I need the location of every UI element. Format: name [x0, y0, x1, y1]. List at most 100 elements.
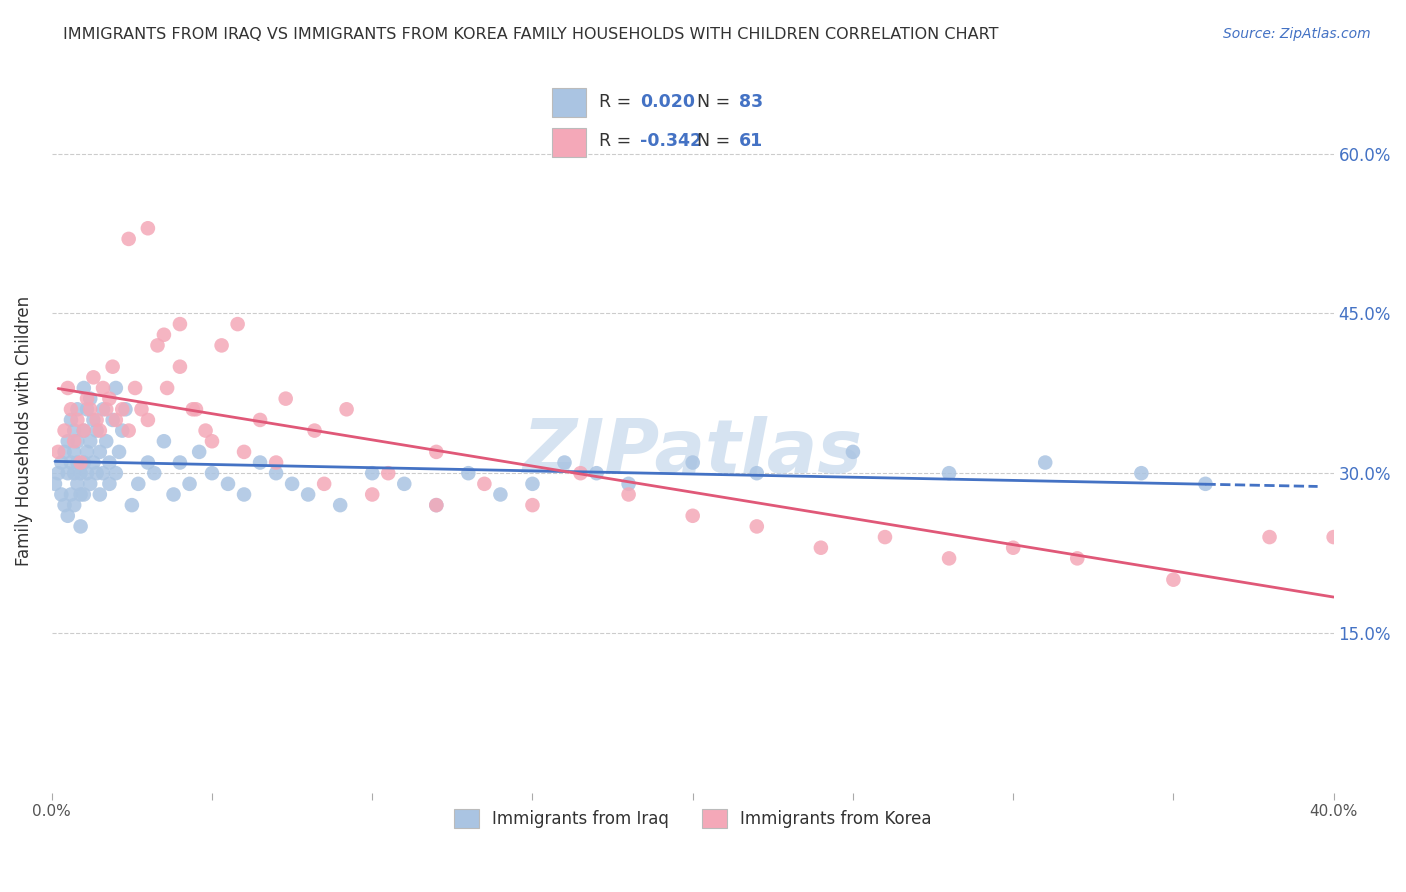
Point	[96, 434, 118, 449]
Point	[114, 402, 136, 417]
Point	[98, 476, 121, 491]
Point	[336, 402, 359, 417]
Point	[79, 402, 101, 417]
Point	[69, 466, 91, 480]
Point	[104, 381, 127, 395]
Point	[522, 498, 544, 512]
Point	[53, 445, 76, 459]
Text: N =: N =	[697, 93, 737, 111]
Point	[91, 381, 114, 395]
Y-axis label: Family Households with Children: Family Households with Children	[15, 295, 32, 566]
Point	[264, 456, 287, 470]
Point	[617, 487, 640, 501]
Point	[1163, 573, 1185, 587]
Point	[569, 466, 592, 480]
Point	[745, 519, 768, 533]
Point	[281, 476, 304, 491]
Point	[51, 456, 73, 470]
Point	[111, 424, 134, 438]
Point	[101, 359, 124, 374]
Point	[377, 466, 399, 480]
Point	[53, 498, 76, 512]
Point	[264, 466, 287, 480]
Point	[73, 487, 96, 501]
Point	[56, 508, 79, 523]
Point	[617, 476, 640, 491]
Point	[66, 476, 89, 491]
Point	[66, 413, 89, 427]
Point	[69, 487, 91, 501]
Point	[201, 466, 224, 480]
Point	[274, 392, 297, 406]
Text: R =: R =	[599, 132, 637, 150]
Point	[66, 456, 89, 470]
Point	[553, 456, 575, 470]
Point	[842, 445, 865, 459]
Point	[153, 434, 176, 449]
Point	[169, 359, 191, 374]
Point	[59, 487, 82, 501]
Point	[156, 381, 179, 395]
Point	[233, 487, 256, 501]
Point	[76, 445, 98, 459]
Text: 0.020: 0.020	[640, 93, 695, 111]
Point	[249, 456, 271, 470]
Point	[169, 317, 191, 331]
Point	[89, 424, 111, 438]
Point	[184, 402, 207, 417]
Point	[304, 424, 326, 438]
Point	[1130, 466, 1153, 480]
Point	[86, 413, 108, 427]
Text: -0.342: -0.342	[640, 132, 702, 150]
Point	[1033, 456, 1056, 470]
Point	[522, 476, 544, 491]
Point	[169, 456, 191, 470]
Point	[76, 466, 98, 480]
Point	[108, 445, 131, 459]
Point	[79, 392, 101, 406]
Point	[201, 434, 224, 449]
Point	[46, 466, 69, 480]
Point	[194, 424, 217, 438]
Point	[121, 498, 143, 512]
Point	[938, 551, 960, 566]
Point	[226, 317, 249, 331]
Point	[82, 413, 104, 427]
Point	[425, 445, 447, 459]
Point	[361, 466, 384, 480]
Point	[96, 402, 118, 417]
Point	[89, 445, 111, 459]
Point	[745, 466, 768, 480]
Point	[44, 476, 66, 491]
Text: Source: ZipAtlas.com: Source: ZipAtlas.com	[1223, 27, 1371, 41]
Point	[89, 487, 111, 501]
Point	[86, 466, 108, 480]
Point	[297, 487, 319, 501]
Point	[56, 434, 79, 449]
Point	[82, 456, 104, 470]
Point	[63, 434, 86, 449]
Point	[1066, 551, 1088, 566]
Point	[98, 456, 121, 470]
Point	[51, 487, 73, 501]
Point	[118, 232, 141, 246]
Point	[56, 466, 79, 480]
Point	[124, 381, 146, 395]
Point	[938, 466, 960, 480]
Point	[873, 530, 896, 544]
Text: IMMIGRANTS FROM IRAQ VS IMMIGRANTS FROM KOREA FAMILY HOUSEHOLDS WITH CHILDREN CO: IMMIGRANTS FROM IRAQ VS IMMIGRANTS FROM …	[63, 27, 998, 42]
Point	[314, 476, 336, 491]
Point	[66, 434, 89, 449]
FancyBboxPatch shape	[551, 128, 585, 157]
Text: 83: 83	[740, 93, 763, 111]
Point	[66, 402, 89, 417]
Point	[425, 498, 447, 512]
Point	[1002, 541, 1025, 555]
Point	[1258, 530, 1281, 544]
Legend: Immigrants from Iraq, Immigrants from Korea: Immigrants from Iraq, Immigrants from Ko…	[447, 803, 939, 835]
Point	[59, 402, 82, 417]
Point	[91, 466, 114, 480]
Point	[46, 445, 69, 459]
Point	[188, 445, 211, 459]
Point	[127, 476, 149, 491]
